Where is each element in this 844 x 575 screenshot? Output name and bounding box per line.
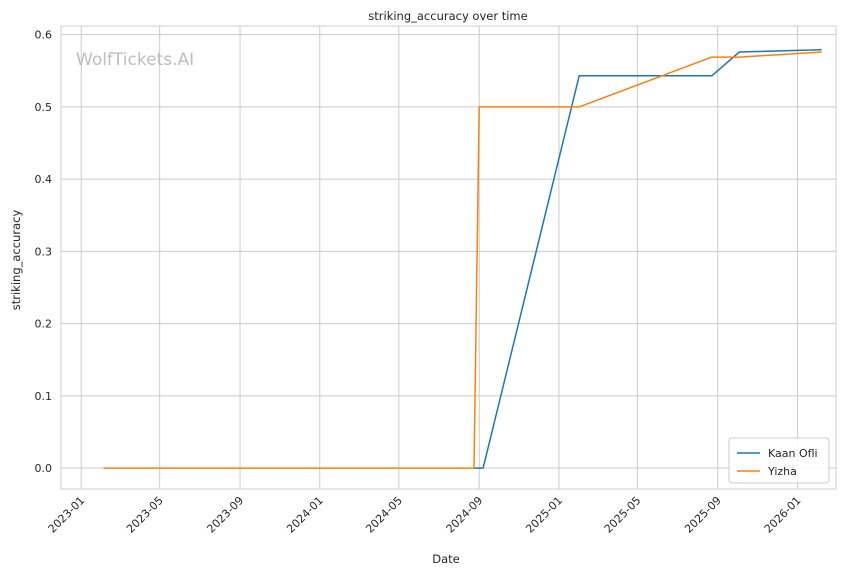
y-tick-label: 0.4: [35, 173, 53, 186]
grid-lines: [61, 26, 836, 489]
legend: Kaan Ofli Yizha: [728, 437, 830, 484]
y-tick-label: 0.5: [35, 101, 53, 114]
watermark-text: WolfTickets.AI: [76, 50, 194, 70]
x-axis-title: Date: [432, 552, 460, 566]
y-axis-ticks: 0.0 0.1 0.2 0.3 0.4 0.5 0.6: [35, 29, 53, 475]
chart-title: striking_accuracy over time: [368, 9, 527, 23]
y-tick-label: 0.1: [35, 390, 53, 403]
y-tick-label: 0.0: [35, 462, 53, 475]
series-lines: [103, 49, 822, 469]
series-line-yizha: [103, 51, 822, 469]
y-tick-label: 0.3: [35, 245, 53, 258]
legend-label-yizha: Yizha: [767, 465, 797, 478]
y-axis-title: striking_accuracy: [9, 210, 23, 311]
series-line-kaan-ofli: [474, 49, 822, 469]
plot-area-frame: [60, 25, 837, 490]
y-tick-label: 0.2: [35, 318, 53, 331]
legend-label-kaan-ofli: Kaan Ofli: [768, 447, 818, 460]
y-tick-label: 0.6: [35, 29, 53, 42]
